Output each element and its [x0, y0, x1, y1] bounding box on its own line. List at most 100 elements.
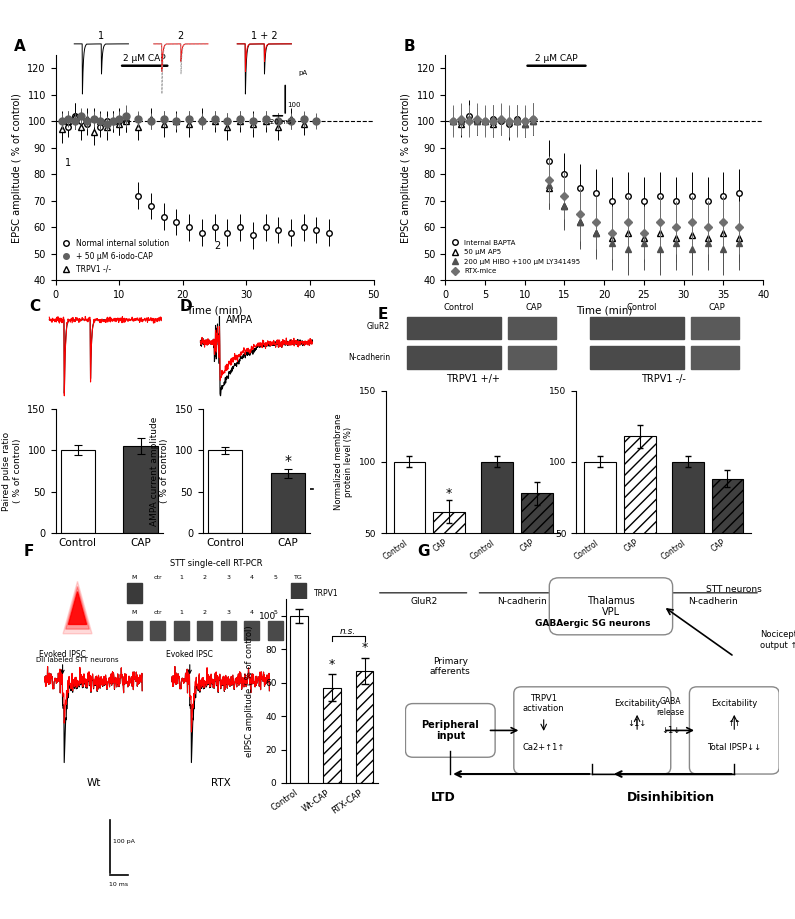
Text: Total IPSP↓↓: Total IPSP↓↓	[708, 743, 762, 752]
Y-axis label: EPSC amplitude ( % of control): EPSC amplitude ( % of control)	[12, 93, 22, 243]
Text: ↓1↓: ↓1↓	[627, 720, 647, 728]
Text: 100: 100	[287, 102, 301, 108]
Bar	[355, 671, 374, 783]
Text: GABAergic SG neurons: GABAergic SG neurons	[534, 618, 650, 628]
Text: Thalamus
VPL: Thalamus VPL	[587, 596, 635, 618]
Bar	[221, 620, 236, 640]
Bar	[197, 620, 212, 640]
Text: DiI labeled STT neurons: DiI labeled STT neurons	[37, 657, 118, 663]
Text: TRPV1: TRPV1	[314, 589, 339, 597]
Text: Excitability: Excitability	[614, 699, 660, 708]
Text: GluR2: GluR2	[367, 323, 390, 331]
Legend: Internal BAPTA, 50 μM AP5, 200 μM HIBO +100 μM LY341495, RTX-mice: Internal BAPTA, 50 μM AP5, 200 μM HIBO +…	[448, 237, 583, 277]
Text: Evoked IPSC: Evoked IPSC	[39, 650, 86, 674]
Text: ↓1↓: ↓1↓	[661, 726, 681, 735]
Bar	[60, 450, 95, 533]
Bar	[521, 494, 553, 605]
Polygon shape	[68, 592, 87, 625]
Text: β-actin: β-actin	[314, 626, 340, 635]
Text: *: *	[446, 487, 452, 501]
Bar	[508, 317, 556, 339]
Text: *: *	[362, 641, 367, 654]
Text: A: A	[14, 39, 26, 53]
Text: N-cadherin: N-cadherin	[688, 597, 738, 607]
Text: 4: 4	[250, 575, 254, 580]
Bar	[712, 479, 743, 605]
Bar	[127, 583, 142, 603]
Polygon shape	[66, 586, 89, 630]
Bar	[123, 447, 158, 533]
Bar	[323, 687, 341, 783]
Text: C: C	[29, 299, 40, 313]
Text: AMPA: AMPA	[226, 315, 253, 325]
Text: M: M	[132, 575, 137, 580]
Text: RTX: RTX	[211, 778, 231, 789]
Text: Peripheral
input: Peripheral input	[421, 720, 479, 742]
Text: 1: 1	[65, 158, 72, 168]
FancyBboxPatch shape	[514, 686, 671, 774]
Text: TG: TG	[294, 575, 303, 580]
Text: 100
pA: 100 pA	[140, 446, 153, 459]
Bar	[150, 620, 165, 640]
Text: B: B	[404, 39, 416, 53]
Bar	[691, 346, 739, 369]
Bar	[672, 462, 704, 605]
Text: 1: 1	[180, 610, 184, 616]
Text: *: *	[329, 658, 335, 671]
Bar	[291, 583, 306, 603]
Text: 50 ms: 50 ms	[137, 493, 158, 498]
Bar	[270, 473, 305, 533]
Bar	[127, 620, 142, 640]
Y-axis label: Normalized membrane
protein level (%): Normalized membrane protein level (%)	[334, 414, 353, 510]
Text: Disinhibition: Disinhibition	[626, 791, 715, 804]
Text: Ca2+↑1↑: Ca2+↑1↑	[522, 743, 565, 752]
Bar	[508, 346, 556, 369]
FancyBboxPatch shape	[689, 686, 779, 774]
Text: 2: 2	[203, 610, 207, 616]
Legend: Normal internal solution, + 50 μM 6-iodo-CAP, TRPV1 -/-: Normal internal solution, + 50 μM 6-iodo…	[60, 236, 173, 277]
Bar	[290, 616, 308, 783]
Text: 50
pA: 50 pA	[295, 450, 304, 463]
Text: Wt: Wt	[86, 778, 101, 789]
Text: 2: 2	[215, 241, 221, 251]
Bar	[394, 462, 425, 605]
Text: 1: 1	[180, 575, 184, 580]
Text: ctr: ctr	[153, 610, 162, 616]
Text: STT neurons: STT neurons	[707, 585, 762, 594]
Text: ↑↑: ↑↑	[727, 720, 741, 728]
Text: GABA
release: GABA release	[657, 698, 684, 717]
Bar	[207, 450, 242, 533]
FancyBboxPatch shape	[549, 578, 673, 635]
Text: Evoked IPSC: Evoked IPSC	[166, 650, 213, 674]
Text: 3: 3	[227, 610, 231, 616]
Text: TRPV1
activation: TRPV1 activation	[523, 694, 564, 713]
Bar	[174, 620, 189, 640]
Text: GluR2: GluR2	[601, 597, 629, 607]
Bar	[407, 317, 501, 339]
Text: M: M	[132, 610, 137, 616]
Text: 3: 3	[227, 575, 231, 580]
Text: *: *	[285, 454, 291, 468]
Text: 2 μM CAP: 2 μM CAP	[123, 54, 166, 63]
Text: Control: Control	[626, 303, 657, 312]
Text: N-cadherin: N-cadherin	[497, 597, 547, 607]
Text: TG: TG	[294, 610, 303, 616]
Text: GluR2: GluR2	[410, 597, 438, 607]
Text: G: G	[417, 544, 430, 559]
Title: TRPV1 +/+: TRPV1 +/+	[446, 374, 500, 384]
Bar	[590, 317, 684, 339]
Polygon shape	[63, 582, 92, 634]
Text: 10 ms: 10 ms	[109, 881, 128, 887]
Text: F: F	[24, 544, 34, 559]
Bar	[244, 620, 259, 640]
Text: n.s.: n.s.	[340, 628, 356, 636]
Text: Primary
afferents: Primary afferents	[430, 657, 471, 676]
Bar	[407, 346, 501, 369]
Text: 5: 5	[273, 610, 277, 616]
Bar	[481, 462, 513, 605]
Y-axis label: AMPA current amplitude
( % of control): AMPA current amplitude ( % of control)	[149, 416, 169, 526]
Title: 1 + 2: 1 + 2	[251, 31, 277, 41]
Text: LTD: LTD	[430, 791, 456, 804]
Text: E: E	[378, 307, 388, 322]
Text: Excitability: Excitability	[712, 699, 758, 708]
